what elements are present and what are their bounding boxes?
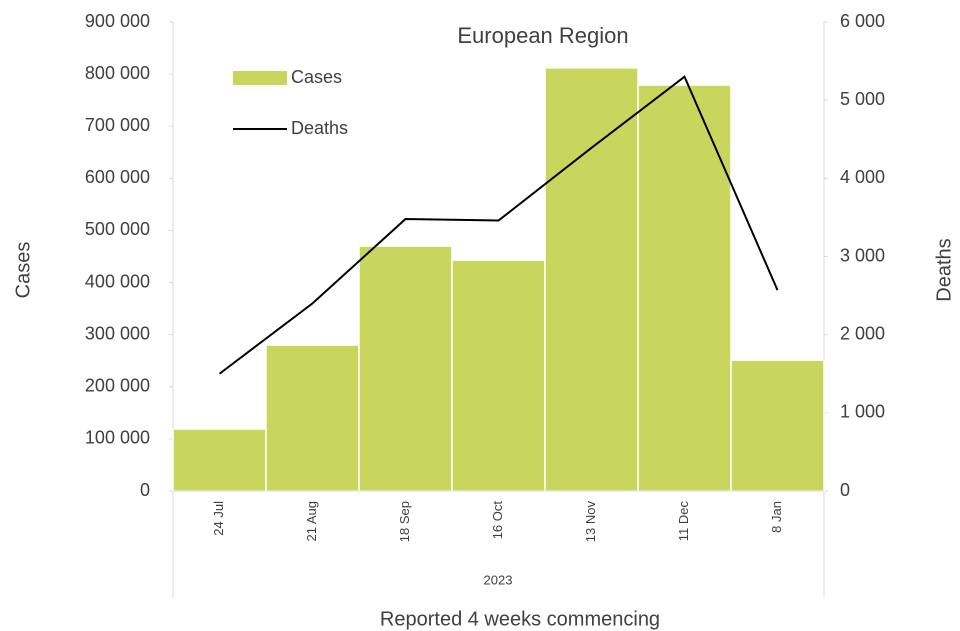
y2-tick-label: 2 000 [840,323,885,343]
y-tick-label: 900 000 [85,11,150,31]
y2-tick-label: 3 000 [840,245,885,265]
y2-tick-label: 1 000 [840,402,885,422]
y2-tick-label: 4 000 [840,167,885,187]
y-tick-label: 600 000 [85,167,150,187]
bar [172,428,267,492]
y-tick-label: 800 000 [85,63,150,83]
y2-tick-label: 0 [840,480,850,500]
group-label: 2023 [484,572,513,587]
y2-tick-label: 6 000 [840,11,885,31]
x-tick-label: 13 Nov [583,501,598,543]
bar [451,259,546,492]
x-tick-label: 18 Sep [397,501,412,542]
y-tick-label: 0 [140,480,150,500]
y-tick-label: 100 000 [85,428,150,448]
bar [265,344,360,492]
legend-label: Cases [291,67,342,87]
x-tick-label: 24 Jul [211,501,226,536]
x-tick-label: 21 Aug [304,501,319,542]
bar [730,359,825,492]
y-tick-label: 400 000 [85,271,150,291]
x-tick-label: 16 Oct [490,501,505,540]
line [218,75,779,375]
x-axis-title: Reported 4 weeks commencing [380,608,660,630]
x-tick-label: 11 Dec [676,501,691,542]
bar [637,84,732,492]
bar [358,245,453,492]
chart-title: European Region [457,23,628,48]
legend-swatch [233,71,287,85]
y2-tick-label: 5 000 [840,89,885,109]
x-tick-label: 8 Jan [769,501,784,533]
y2-axis-title: Deaths [933,238,955,301]
legend-label: Deaths [291,118,348,138]
y-tick-label: 700 000 [85,115,150,135]
y-tick-label: 200 000 [85,376,150,396]
y-tick-label: 300 000 [85,323,150,343]
y-tick-label: 500 000 [85,219,150,239]
y-axis-title: Cases [12,242,34,299]
bar [544,67,639,492]
